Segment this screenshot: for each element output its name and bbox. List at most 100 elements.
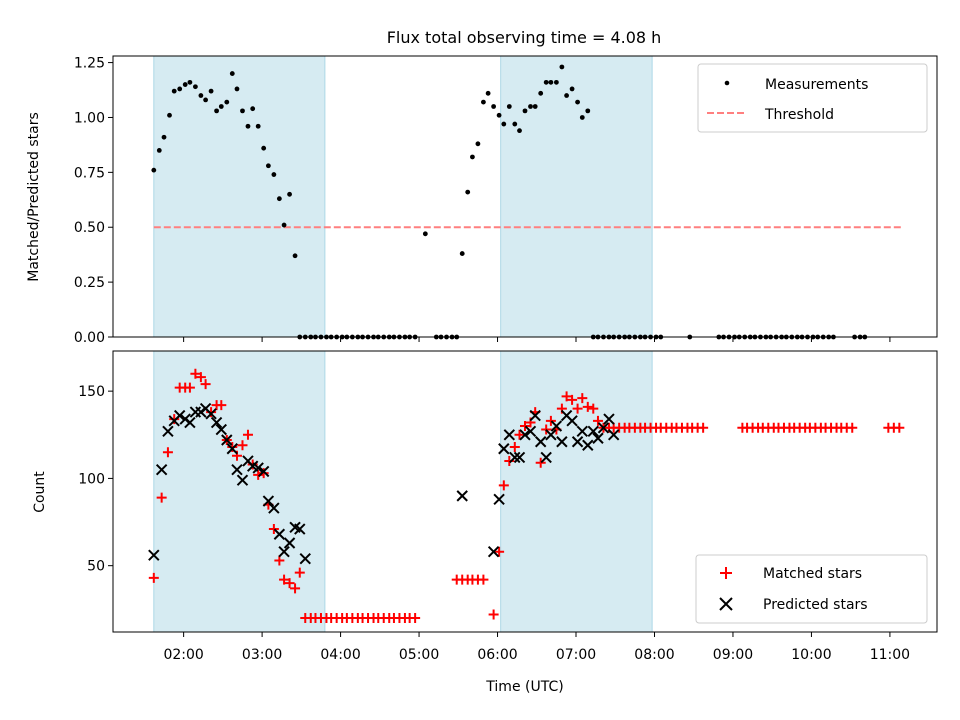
- measurement-point: [470, 154, 475, 160]
- predicted-star-point: [155, 463, 168, 476]
- predicted-star-point: [503, 429, 516, 441]
- matched-star-point: [582, 401, 593, 412]
- matched-star-point: [274, 555, 285, 566]
- y-tick-label: 50: [87, 559, 105, 575]
- legend-measurements-label: Measurements: [765, 77, 868, 93]
- measurement-point: [553, 79, 559, 85]
- matched-star-point: [572, 403, 583, 414]
- matched-star-point: [258, 468, 269, 479]
- x-tick-label: 05:00: [399, 647, 439, 663]
- predicted-star-point: [571, 436, 584, 448]
- shaded-interval: [500, 55, 653, 338]
- top-panel-y-axis-label: Matched/Predicted stars: [26, 112, 42, 282]
- predicted-star-point: [278, 546, 290, 558]
- x-tick-label: 07:00: [556, 647, 596, 663]
- measurement-point: [292, 253, 298, 259]
- matched-star-point: [592, 415, 603, 426]
- matched-star-point: [577, 393, 588, 404]
- matched-star-point: [410, 613, 421, 624]
- measurement-point: [548, 79, 554, 85]
- legend-measurements-marker: [724, 80, 730, 86]
- matched-stars-series: [148, 368, 905, 624]
- x-axis-label: Time (UTC): [485, 679, 563, 695]
- measurement-point: [501, 121, 507, 127]
- shaded-interval: [153, 350, 326, 633]
- predicted-star-point: [597, 422, 610, 434]
- measurement-point: [182, 82, 188, 87]
- measurement-point: [559, 64, 565, 70]
- measurement-point: [203, 97, 209, 103]
- chart-title: Flux total observing time = 4.08 h: [387, 28, 662, 47]
- measurement-point: [422, 231, 428, 237]
- predicted-stars-series: [148, 402, 620, 565]
- measurement-point: [167, 112, 172, 118]
- predicted-star-point: [257, 465, 270, 478]
- matched-star-point: [567, 394, 578, 405]
- predicted-star-point: [236, 474, 249, 486]
- predicted-star-point: [162, 425, 174, 437]
- top-panel-x-ticks: [183, 337, 891, 342]
- predicted-star-point: [205, 408, 217, 420]
- measurement-point: [579, 115, 585, 120]
- predicted-star-point: [262, 495, 275, 507]
- predicted-star-point: [252, 462, 264, 474]
- measurement-point: [543, 79, 549, 85]
- measurement-point: [271, 172, 277, 177]
- measurement-point: [506, 104, 512, 109]
- measurement-point: [234, 86, 240, 92]
- predicted-star-point: [534, 436, 547, 448]
- x-tick-label: 11:00: [870, 647, 910, 663]
- measurement-point: [208, 88, 214, 94]
- measurement-point: [245, 123, 251, 129]
- predicted-star-point: [299, 552, 311, 565]
- matched-star-point: [498, 480, 509, 491]
- predicted-star-point: [566, 415, 578, 427]
- top-panel-frame: [112, 55, 938, 338]
- legend-threshold-label: Threshold: [764, 107, 834, 123]
- predicted-star-point: [456, 490, 468, 502]
- y-tick-label: 1.25: [74, 56, 105, 72]
- predicted-star-point: [587, 425, 599, 437]
- matched-star-point: [514, 429, 525, 440]
- x-tick-label: 08:00: [634, 647, 674, 663]
- x-tick-label: 10:00: [791, 647, 831, 663]
- bottom-panel-frame: [112, 350, 938, 633]
- measurement-point: [156, 147, 162, 153]
- matched-star-point: [509, 441, 520, 452]
- measurement-point: [564, 93, 569, 98]
- predicted-star-point: [603, 413, 615, 425]
- predicted-star-point: [576, 425, 588, 437]
- measurement-point: [229, 71, 235, 76]
- predicted-star-point: [487, 546, 500, 558]
- measurement-point: [485, 90, 491, 96]
- top-legend-frame: [697, 63, 928, 133]
- matched-star-point: [520, 421, 530, 432]
- measurement-point: [224, 99, 230, 105]
- bottom-panel-y-axis: 50 100 150: [78, 384, 113, 575]
- predicted-star-point: [519, 429, 531, 441]
- predicted-star-point: [283, 537, 296, 549]
- predicted-star-point: [148, 549, 160, 561]
- predicted-star-point: [221, 434, 233, 446]
- matched-star-point: [227, 441, 238, 452]
- matched-star-point: [156, 492, 167, 503]
- predicted-star-point: [273, 528, 286, 540]
- matched-star-point: [279, 574, 290, 585]
- matched-star-point: [588, 403, 599, 414]
- bottom-panel-y-axis-label: Count: [32, 471, 48, 513]
- y-tick-label: 150: [78, 384, 105, 400]
- x-tick-label: 04:00: [320, 647, 360, 663]
- measurement-point: [255, 123, 261, 129]
- matched-star-point: [284, 578, 295, 589]
- top-panel-shaded-intervals: [153, 55, 653, 338]
- y-tick-label: 0.25: [74, 275, 105, 291]
- measurement-point: [512, 121, 518, 127]
- matched-star-point: [184, 382, 195, 393]
- y-tick-label: 100: [78, 471, 105, 487]
- measurement-point: [496, 112, 502, 118]
- predicted-star-point: [524, 425, 537, 437]
- measurement-point: [265, 163, 271, 169]
- measurement-point: [276, 196, 282, 202]
- matched-star-point: [478, 574, 489, 585]
